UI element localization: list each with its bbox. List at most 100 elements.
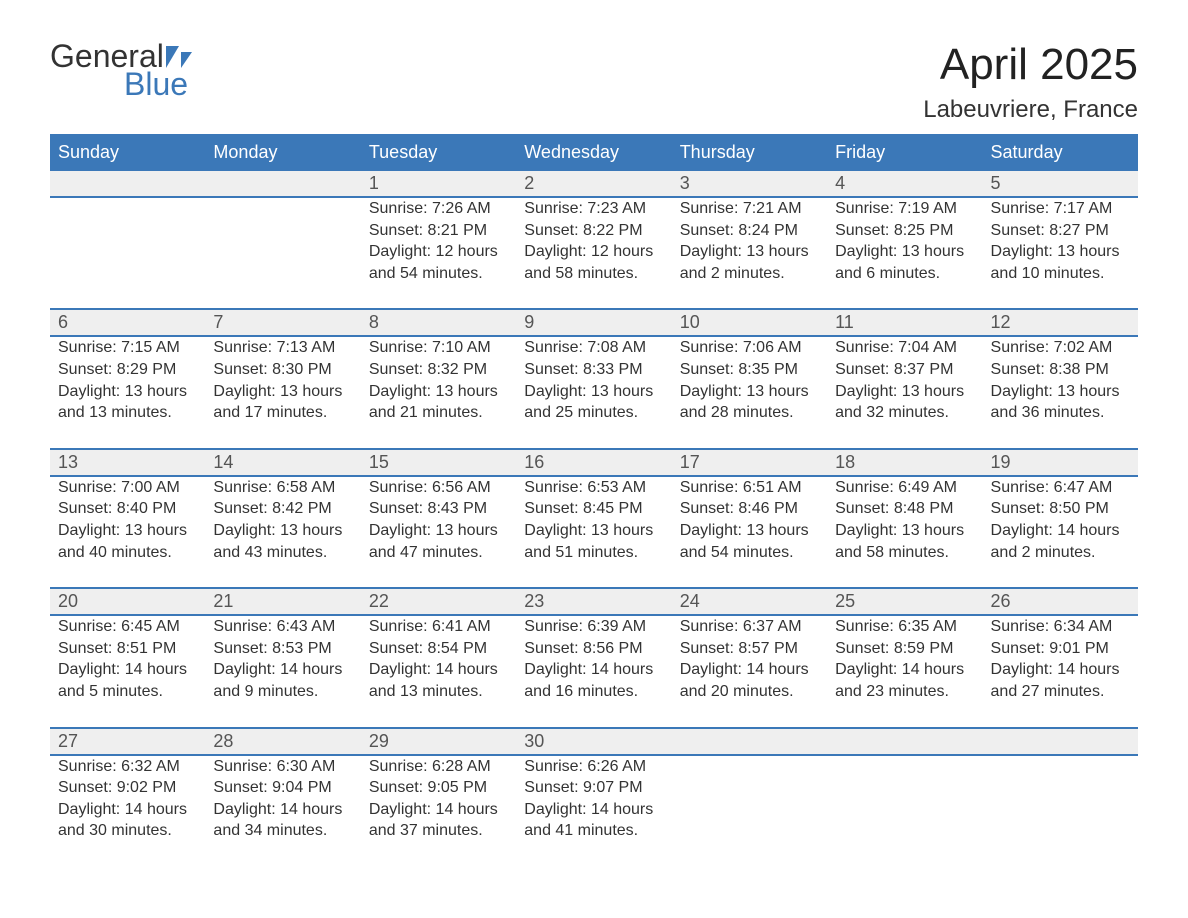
sunrise-line: Sunrise: 6:37 AM — [680, 616, 819, 638]
sunrise-line: Sunrise: 6:26 AM — [524, 756, 663, 778]
day-cell: Sunrise: 6:30 AMSunset: 9:04 PMDaylight:… — [205, 755, 360, 866]
day-number: 20 — [50, 588, 205, 615]
day-cell: Sunrise: 6:49 AMSunset: 8:48 PMDaylight:… — [827, 476, 982, 588]
day-cell: Sunrise: 6:41 AMSunset: 8:54 PMDaylight:… — [361, 615, 516, 727]
sunrise-line: Sunrise: 7:19 AM — [835, 198, 974, 220]
daylight-line: Daylight: 14 hours and 13 minutes. — [369, 659, 508, 702]
day-number: 4 — [827, 171, 982, 197]
daylight-line: Daylight: 13 hours and 51 minutes. — [524, 520, 663, 563]
day-number: 11 — [827, 309, 982, 336]
sunset-line: Sunset: 9:04 PM — [213, 777, 352, 799]
sunrise-line: Sunrise: 6:43 AM — [213, 616, 352, 638]
daylight-line: Daylight: 13 hours and 36 minutes. — [991, 381, 1130, 424]
daylight-line: Daylight: 12 hours and 54 minutes. — [369, 241, 508, 284]
empty-daynum — [50, 171, 205, 197]
day-cell: Sunrise: 7:19 AMSunset: 8:25 PMDaylight:… — [827, 197, 982, 309]
day-number: 23 — [516, 588, 671, 615]
logo: General Blue — [50, 40, 192, 100]
daylight-line: Daylight: 14 hours and 16 minutes. — [524, 659, 663, 702]
month-title: April 2025 — [923, 40, 1138, 90]
empty-cell — [983, 755, 1138, 866]
day-cell: Sunrise: 7:06 AMSunset: 8:35 PMDaylight:… — [672, 336, 827, 448]
day-number: 28 — [205, 728, 360, 755]
daylight-line: Daylight: 13 hours and 17 minutes. — [213, 381, 352, 424]
sunset-line: Sunset: 9:02 PM — [58, 777, 197, 799]
day-cell: Sunrise: 6:35 AMSunset: 8:59 PMDaylight:… — [827, 615, 982, 727]
daylight-line: Daylight: 13 hours and 32 minutes. — [835, 381, 974, 424]
day-cell: Sunrise: 7:04 AMSunset: 8:37 PMDaylight:… — [827, 336, 982, 448]
day-number: 30 — [516, 728, 671, 755]
week-row: Sunrise: 6:32 AMSunset: 9:02 PMDaylight:… — [50, 755, 1138, 866]
sunrise-line: Sunrise: 6:49 AM — [835, 477, 974, 499]
day-cell: Sunrise: 6:58 AMSunset: 8:42 PMDaylight:… — [205, 476, 360, 588]
day-number: 5 — [983, 171, 1138, 197]
sunset-line: Sunset: 8:38 PM — [991, 359, 1130, 381]
day-number: 19 — [983, 449, 1138, 476]
logo-flag-icon — [166, 46, 192, 68]
logo-text-bottom: Blue — [124, 68, 188, 100]
daynum-row: 12345 — [50, 171, 1138, 197]
day-cell: Sunrise: 6:26 AMSunset: 9:07 PMDaylight:… — [516, 755, 671, 866]
sunrise-line: Sunrise: 6:30 AM — [213, 756, 352, 778]
sunset-line: Sunset: 8:57 PM — [680, 638, 819, 660]
sunset-line: Sunset: 8:21 PM — [369, 220, 508, 242]
sunrise-line: Sunrise: 7:13 AM — [213, 337, 352, 359]
sunrise-line: Sunrise: 7:02 AM — [991, 337, 1130, 359]
sunrise-line: Sunrise: 7:06 AM — [680, 337, 819, 359]
title-block: April 2025 Labeuvriere, France — [923, 40, 1138, 124]
day-cell: Sunrise: 6:56 AMSunset: 8:43 PMDaylight:… — [361, 476, 516, 588]
daylight-line: Daylight: 14 hours and 9 minutes. — [213, 659, 352, 702]
sunrise-line: Sunrise: 7:15 AM — [58, 337, 197, 359]
day-number: 22 — [361, 588, 516, 615]
day-number: 3 — [672, 171, 827, 197]
sunset-line: Sunset: 8:59 PM — [835, 638, 974, 660]
sunset-line: Sunset: 8:33 PM — [524, 359, 663, 381]
sunrise-line: Sunrise: 6:47 AM — [991, 477, 1130, 499]
daylight-line: Daylight: 13 hours and 40 minutes. — [58, 520, 197, 563]
calendar-table: SundayMondayTuesdayWednesdayThursdayFrid… — [50, 134, 1138, 866]
daynum-row: 13141516171819 — [50, 449, 1138, 476]
sunrise-line: Sunrise: 6:56 AM — [369, 477, 508, 499]
day-cell: Sunrise: 6:34 AMSunset: 9:01 PMDaylight:… — [983, 615, 1138, 727]
daylight-line: Daylight: 13 hours and 58 minutes. — [835, 520, 974, 563]
daylight-line: Daylight: 13 hours and 10 minutes. — [991, 241, 1130, 284]
sunset-line: Sunset: 9:07 PM — [524, 777, 663, 799]
day-cell: Sunrise: 6:43 AMSunset: 8:53 PMDaylight:… — [205, 615, 360, 727]
sunset-line: Sunset: 8:24 PM — [680, 220, 819, 242]
day-number: 15 — [361, 449, 516, 476]
sunset-line: Sunset: 8:42 PM — [213, 498, 352, 520]
day-cell: Sunrise: 7:10 AMSunset: 8:32 PMDaylight:… — [361, 336, 516, 448]
daylight-line: Daylight: 14 hours and 2 minutes. — [991, 520, 1130, 563]
daylight-line: Daylight: 12 hours and 58 minutes. — [524, 241, 663, 284]
day-number: 9 — [516, 309, 671, 336]
sunset-line: Sunset: 8:56 PM — [524, 638, 663, 660]
empty-daynum — [983, 728, 1138, 755]
sunrise-line: Sunrise: 6:34 AM — [991, 616, 1130, 638]
day-cell: Sunrise: 7:02 AMSunset: 8:38 PMDaylight:… — [983, 336, 1138, 448]
week-row: Sunrise: 7:26 AMSunset: 8:21 PMDaylight:… — [50, 197, 1138, 309]
day-cell: Sunrise: 6:53 AMSunset: 8:45 PMDaylight:… — [516, 476, 671, 588]
daylight-line: Daylight: 13 hours and 21 minutes. — [369, 381, 508, 424]
day-number: 7 — [205, 309, 360, 336]
day-number: 16 — [516, 449, 671, 476]
day-cell: Sunrise: 7:00 AMSunset: 8:40 PMDaylight:… — [50, 476, 205, 588]
day-number: 6 — [50, 309, 205, 336]
sunset-line: Sunset: 8:50 PM — [991, 498, 1130, 520]
day-cell: Sunrise: 7:13 AMSunset: 8:30 PMDaylight:… — [205, 336, 360, 448]
sunrise-line: Sunrise: 6:28 AM — [369, 756, 508, 778]
day-number: 14 — [205, 449, 360, 476]
weekday-header: Saturday — [983, 134, 1138, 171]
daylight-line: Daylight: 14 hours and 30 minutes. — [58, 799, 197, 842]
day-number: 29 — [361, 728, 516, 755]
day-cell: Sunrise: 6:47 AMSunset: 8:50 PMDaylight:… — [983, 476, 1138, 588]
sunset-line: Sunset: 8:40 PM — [58, 498, 197, 520]
daylight-line: Daylight: 13 hours and 6 minutes. — [835, 241, 974, 284]
day-cell: Sunrise: 6:28 AMSunset: 9:05 PMDaylight:… — [361, 755, 516, 866]
day-cell: Sunrise: 6:32 AMSunset: 9:02 PMDaylight:… — [50, 755, 205, 866]
sunrise-line: Sunrise: 7:23 AM — [524, 198, 663, 220]
day-cell: Sunrise: 7:15 AMSunset: 8:29 PMDaylight:… — [50, 336, 205, 448]
daylight-line: Daylight: 14 hours and 27 minutes. — [991, 659, 1130, 702]
weekday-header: Tuesday — [361, 134, 516, 171]
weekday-header: Friday — [827, 134, 982, 171]
empty-cell — [672, 755, 827, 866]
